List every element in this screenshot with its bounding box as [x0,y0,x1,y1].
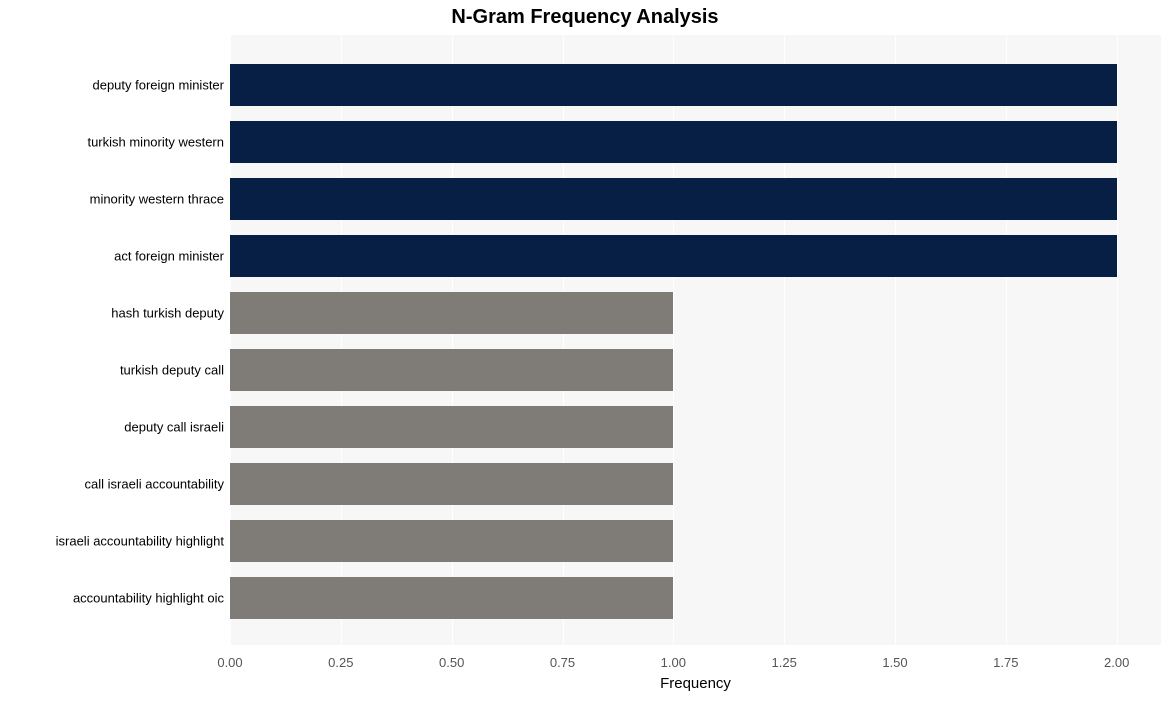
bar [230,463,673,505]
y-tick-label: accountability highlight oic [0,591,224,606]
x-tick-label: 1.00 [661,655,686,670]
x-tick-label: 0.75 [550,655,575,670]
y-tick-label: turkish deputy call [0,363,224,378]
y-tick-label: act foreign minister [0,249,224,264]
x-tick-label: 1.75 [993,655,1018,670]
y-tick-label: deputy call israeli [0,420,224,435]
x-tick-label: 1.25 [772,655,797,670]
y-tick-label: deputy foreign minister [0,78,224,93]
bar [230,520,673,562]
bar [230,64,1117,106]
y-tick-label: israeli accountability highlight [0,534,224,549]
x-tick-label: 1.50 [882,655,907,670]
chart-container: N-Gram Frequency Analysis deputy foreign… [0,0,1170,701]
chart-title: N-Gram Frequency Analysis [0,6,1170,29]
y-tick-label: call israeli accountability [0,477,224,492]
bar [230,235,1117,277]
bar [230,577,673,619]
y-tick-label: turkish minority western [0,135,224,150]
x-axis-title: Frequency [230,675,1161,692]
y-tick-label: minority western thrace [0,192,224,207]
y-tick-label: hash turkish deputy [0,306,224,321]
x-tick-label: 0.50 [439,655,464,670]
gridline [1117,35,1118,645]
x-tick-label: 0.00 [217,655,242,670]
x-tick-label: 0.25 [328,655,353,670]
bar [230,349,673,391]
bar [230,178,1117,220]
bar [230,406,673,448]
bar [230,121,1117,163]
x-tick-label: 2.00 [1104,655,1129,670]
plot-area [230,35,1161,645]
bar [230,292,673,334]
